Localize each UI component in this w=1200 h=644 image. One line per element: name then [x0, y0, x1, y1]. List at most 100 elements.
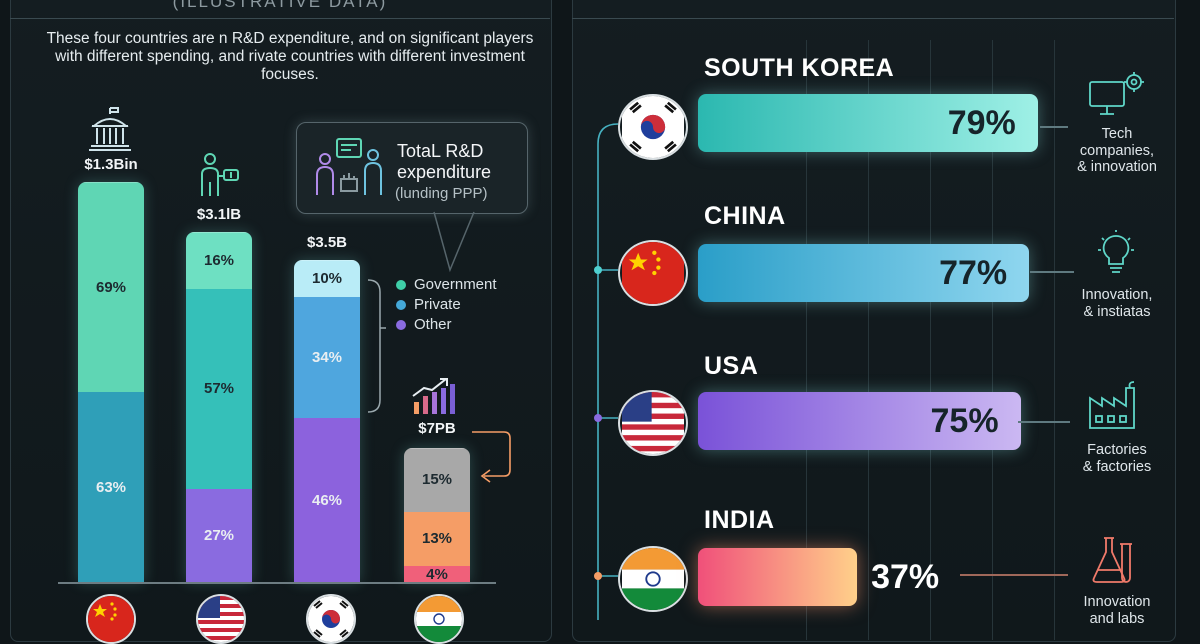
stacked-bar: 63% 69% — [78, 182, 144, 582]
legend: Government Private Other — [396, 276, 497, 333]
legend-swatch — [396, 279, 406, 290]
india-flag-icon — [414, 594, 464, 644]
description-line: Factories — [1087, 442, 1147, 458]
subtitle: (ILLUSTRATIVE DATA) — [172, 0, 388, 11]
description-line: & factories — [1082, 458, 1152, 475]
bar-total-label: $3.5B — [306, 234, 348, 251]
person-money-icon — [201, 153, 239, 196]
bar-segment: 4% — [404, 565, 470, 582]
bar-segment: 16% — [186, 232, 252, 289]
bar-segment: 63% — [78, 391, 144, 582]
bar-segment: 27% — [186, 487, 252, 582]
usa-flag-icon — [196, 594, 246, 644]
description-line: & instiatas — [1083, 303, 1151, 320]
bar-total-label: $7PB — [418, 420, 456, 437]
connector-line — [960, 574, 1068, 576]
segment-label: 69% — [95, 278, 127, 296]
horizontal-bar — [698, 548, 858, 606]
header-divider — [10, 18, 550, 19]
callout-subtitle: (lunding PPP) — [395, 185, 488, 202]
connector-line — [1040, 126, 1068, 128]
description-usa: Factories & factories — [1062, 442, 1172, 475]
legend-item-government: Government — [396, 276, 497, 293]
description-line: Tech — [1101, 126, 1133, 142]
segment-label: 27% — [203, 526, 235, 544]
description-china: Innovation, & instiatas — [1062, 287, 1172, 320]
stacked-bar: 46% 34% 10% — [294, 260, 360, 582]
segment-label: 34% — [311, 348, 343, 366]
bar-segment: 57% — [186, 288, 252, 489]
total-expenditure-callout: TotaL R&D expenditure (lunding PPP) — [296, 122, 528, 214]
callout-title-line: expenditure — [397, 162, 492, 182]
grid-line — [930, 40, 931, 640]
growth-chart-icon — [412, 378, 455, 414]
description-line: Innovation, — [1081, 287, 1153, 303]
callout-title-line: TotaL R&D — [397, 141, 484, 161]
computer-gear-icon — [1089, 72, 1144, 115]
lightbulb-icon — [1098, 230, 1134, 273]
legend-bracket — [367, 279, 386, 413]
segment-label: 13% — [421, 530, 453, 548]
legend-label: Other — [414, 316, 452, 333]
segment-label: 15% — [421, 471, 453, 489]
country-connector — [594, 123, 619, 620]
government-building-icon — [89, 107, 131, 151]
segment-label: 10% — [311, 269, 343, 287]
legend-label: Government — [414, 276, 497, 293]
legend-label: Private — [414, 296, 461, 313]
segment-label: 57% — [203, 379, 235, 397]
bar-total-label: $3.1lB — [196, 206, 242, 223]
bar-value-label: 37% — [871, 558, 940, 596]
callout-title: TotaL R&D expenditure — [397, 141, 491, 183]
intro-text: These four countries are n R&D expenditu… — [46, 30, 534, 83]
bar-value-label: 79% — [947, 104, 1016, 142]
description-line: and labs — [1089, 610, 1145, 627]
china-flag-icon — [618, 240, 688, 306]
description-india: Innovation and labs — [1062, 594, 1172, 627]
description-line: companies, — [1079, 142, 1155, 159]
description-line: & innovation — [1077, 159, 1157, 175]
header-divider — [572, 18, 1174, 19]
connector-line — [1018, 421, 1070, 423]
china-flag-icon — [86, 594, 136, 644]
bar-segment: 10% — [294, 260, 360, 297]
segment-label: 46% — [311, 491, 343, 509]
grid-line — [1054, 40, 1055, 640]
india-total-arrow — [472, 431, 511, 483]
bar-segment: 15% — [404, 448, 470, 512]
bar-value-label: 75% — [930, 402, 999, 440]
chart-baseline — [58, 582, 496, 584]
description-line: Innovation — [1083, 594, 1151, 610]
country-name: USA — [704, 352, 759, 380]
bar-segment: 34% — [294, 295, 360, 419]
bar-value-label: 77% — [939, 254, 1008, 292]
south-korea-flag-icon — [306, 594, 356, 644]
legend-item-private: Private — [396, 296, 497, 313]
south-korea-flag-icon — [618, 94, 688, 160]
grid-line — [868, 40, 869, 640]
flask-icon — [1092, 537, 1132, 583]
grid-line — [992, 40, 993, 640]
usa-flag-icon — [618, 390, 688, 456]
segment-label: 4% — [426, 565, 448, 582]
legend-swatch — [396, 319, 406, 330]
description-south-korea: Tech companies, & innovation — [1062, 126, 1172, 176]
bar-total-label: $1.3Bin — [84, 156, 138, 173]
india-flag-icon — [618, 546, 688, 612]
bar-segment: 69% — [78, 182, 144, 393]
country-name: INDIA — [704, 506, 775, 534]
grid-line — [806, 40, 807, 640]
country-name: CHINA — [704, 202, 786, 230]
people-discussion-icon — [316, 138, 382, 195]
stacked-bar: 27% 57% 16% — [186, 232, 252, 582]
horizontal-bar — [698, 392, 1021, 450]
legend-swatch — [396, 299, 406, 310]
legend-item-other: Other — [396, 316, 497, 333]
factory-icon — [1089, 381, 1135, 429]
segment-label: 16% — [203, 252, 235, 269]
segment-label: 63% — [95, 478, 127, 496]
horizontal-bar — [698, 244, 1030, 302]
connector-line — [1030, 271, 1074, 273]
stacked-bar: 4% 13% 15% — [404, 448, 470, 582]
country-name: SOUTH KOREA — [704, 54, 895, 82]
